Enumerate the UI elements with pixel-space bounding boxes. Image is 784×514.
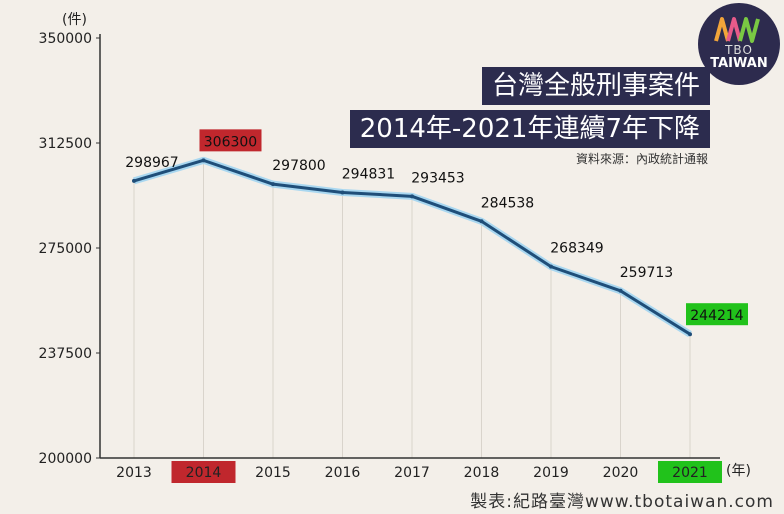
y-tick-label: 275000 <box>39 241 92 257</box>
data-point <box>618 288 623 293</box>
x-tick-label: 2017 <box>394 465 430 481</box>
x-tick-label: 2018 <box>464 465 500 481</box>
y-tick-label: 200000 <box>39 451 92 467</box>
chart-subtitle: 2014年-2021年連續7年下降 <box>349 110 710 148</box>
x-tick-label: 2014 <box>186 465 222 481</box>
data-point <box>479 219 484 224</box>
y-tick-label: 237500 <box>39 346 92 362</box>
x-tick-highlight <box>171 461 236 483</box>
data-label: 293453 <box>411 170 464 186</box>
data-label: 268349 <box>550 241 603 257</box>
source-note: 資料來源：內政統計通報 <box>575 152 708 166</box>
chart-axes: 200000 237500 275000 312500 350000 (件) (年) 2013… <box>39 12 751 483</box>
chart-labels: 298967 306300 297800 294831 293453 284538 2683… <box>125 129 748 326</box>
data-label: 294831 <box>342 166 395 182</box>
y-tick-label: 312500 <box>39 136 92 152</box>
data-label: 298967 <box>125 155 178 171</box>
chart-title: 台灣全般刑事案件 <box>481 67 710 105</box>
x-tick-label: 2020 <box>603 465 639 481</box>
chart-series <box>132 156 692 338</box>
data-label-highlight <box>686 303 748 326</box>
data-label-highlight <box>199 129 262 152</box>
x-tick-label: 2016 <box>325 465 361 481</box>
x-tick-highlight <box>658 461 722 483</box>
data-point <box>410 194 414 199</box>
x-axis-label: (年) <box>726 463 751 479</box>
tbo-logo: TBO TAIWAN <box>698 3 780 85</box>
logo-text-taiwan: TAIWAN <box>710 56 768 71</box>
data-label: 259713 <box>620 265 673 281</box>
data-label: 284538 <box>481 195 534 211</box>
logo-mountain-icon <box>714 17 760 43</box>
credit-text: 製表:紀路臺灣www.tbotaiwan.com <box>470 492 774 512</box>
data-point <box>132 178 136 183</box>
data-point <box>340 190 345 195</box>
logo-text-tbo: TBO <box>725 43 753 57</box>
x-tick-label: 2019 <box>533 465 569 481</box>
y-tick-label: 350000 <box>39 31 92 47</box>
x-tick-label: 2013 <box>116 465 152 481</box>
data-point <box>201 158 206 163</box>
data-label: 306300 <box>204 134 257 150</box>
x-tick-label: 2015 <box>255 465 291 481</box>
y-axis-label: (件) <box>62 12 87 28</box>
data-point <box>688 332 692 337</box>
data-label: 244214 <box>690 308 744 324</box>
x-tick-label: 2021 <box>672 465 708 481</box>
data-point <box>549 264 553 269</box>
data-point <box>271 182 275 187</box>
data-label: 297800 <box>272 158 325 174</box>
chart-grid <box>133 160 691 458</box>
